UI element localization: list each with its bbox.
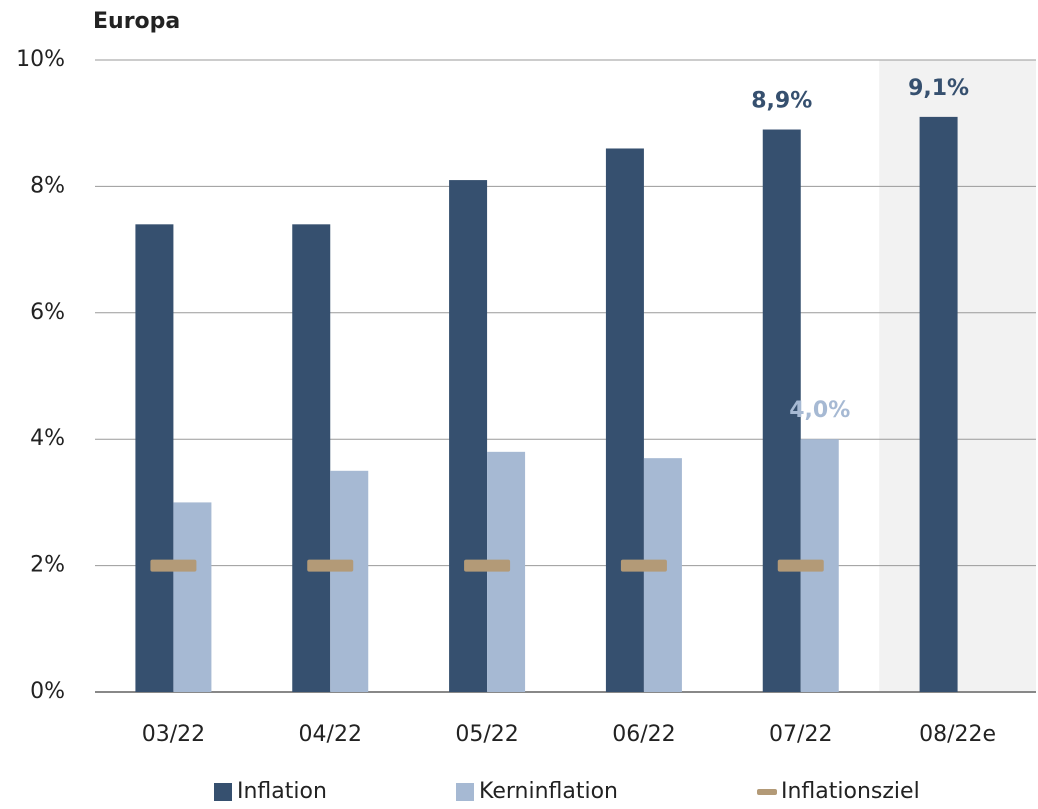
legend-swatch bbox=[456, 783, 474, 801]
bar bbox=[330, 470, 369, 692]
forecast-shade bbox=[879, 60, 1036, 692]
y-tick-label: 10% bbox=[16, 47, 65, 72]
legend-swatch bbox=[214, 783, 232, 801]
bar bbox=[762, 129, 801, 692]
legend-label: Inflation bbox=[237, 779, 327, 804]
legend-swatch bbox=[757, 789, 777, 795]
x-tick-label: 04/22 bbox=[299, 722, 362, 747]
value-label: 4,0% bbox=[789, 398, 850, 423]
target-marker bbox=[620, 559, 667, 572]
y-tick-label: 0% bbox=[30, 679, 65, 704]
legend-label: Inflationsziel bbox=[781, 779, 920, 804]
bar bbox=[135, 224, 174, 692]
bar bbox=[449, 180, 488, 692]
target-marker bbox=[777, 559, 824, 572]
bar bbox=[919, 116, 958, 692]
bar bbox=[173, 502, 212, 692]
value-label: 9,1% bbox=[908, 76, 969, 101]
y-tick-label: 6% bbox=[30, 300, 65, 325]
target-marker bbox=[464, 559, 511, 572]
x-tick-label: 08/22e bbox=[919, 722, 996, 747]
x-tick-label: 03/22 bbox=[142, 722, 205, 747]
bar bbox=[605, 148, 644, 693]
y-tick-label: 2% bbox=[30, 553, 65, 578]
legend-label: Kerninflation bbox=[479, 779, 618, 804]
y-tick-label: 8% bbox=[30, 173, 65, 198]
target-marker bbox=[150, 559, 197, 572]
bar bbox=[643, 458, 682, 692]
value-label: 8,9% bbox=[751, 89, 812, 114]
x-tick-label: 07/22 bbox=[769, 722, 832, 747]
y-tick-label: 4% bbox=[30, 426, 65, 451]
chart-title: Europa bbox=[93, 9, 180, 34]
bar bbox=[487, 451, 526, 692]
x-tick-label: 06/22 bbox=[612, 722, 675, 747]
bar bbox=[292, 224, 331, 692]
target-marker bbox=[307, 559, 354, 572]
x-tick-label: 05/22 bbox=[455, 722, 518, 747]
